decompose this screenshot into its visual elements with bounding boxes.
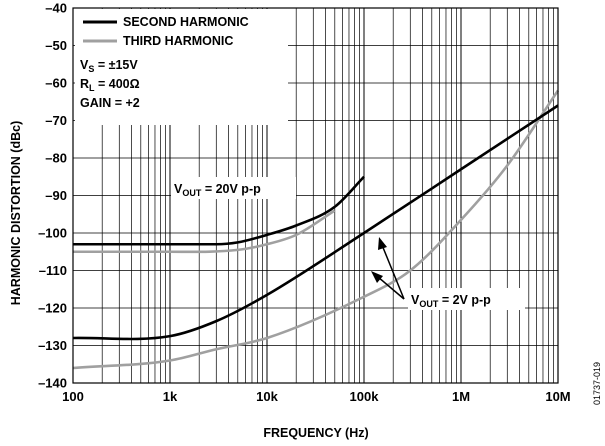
series-layer xyxy=(72,89,560,370)
annotation-vout-20: VOUT = 20V p-p xyxy=(171,177,296,199)
y-axis-ticks: –40 –50 –60 –70 –80 –90 –100 –110 –120 –130 –140 xyxy=(38,1,67,391)
y-tick-label: –80 xyxy=(45,151,67,166)
annotation-arrowhead-second xyxy=(378,237,387,250)
y-axis-label: HARMONIC DISTORTION (dBc) xyxy=(9,121,23,306)
series-line-second-2v xyxy=(72,104,559,341)
legend: SECOND HARMONIC THIRD HARMONIC VS = ±15V… xyxy=(75,9,288,125)
y-tick-label: –100 xyxy=(38,226,67,241)
legend-box xyxy=(75,9,288,125)
annotation-vout-2-text: VOUT = 2V p-p xyxy=(411,293,491,309)
x-tick-label: 10M xyxy=(545,389,570,404)
x-tick-label: 1M xyxy=(452,389,470,404)
annotation-arrow-third xyxy=(377,276,405,300)
x-axis-label: FREQUENCY (Hz) xyxy=(263,426,368,440)
annotation-arrow-second xyxy=(381,244,405,300)
plot-frame xyxy=(72,7,559,384)
annotation-arrowhead-third xyxy=(371,271,383,283)
y-tick-label: –90 xyxy=(45,188,67,203)
annotation-vout-20-text: VOUT = 20V p-p xyxy=(174,182,261,198)
annotation-vout-2: VOUT = 2V p-p xyxy=(371,237,525,310)
annotation-vout-20-bg xyxy=(171,177,296,199)
condition-rl: RL = 400Ω xyxy=(80,77,140,93)
y-tick-label: –40 xyxy=(45,1,67,16)
y-tick-label: –60 xyxy=(45,76,67,91)
y-tick-label: –120 xyxy=(38,301,67,316)
figure-id: 01737-019 xyxy=(592,362,602,405)
y-tick-label: –140 xyxy=(38,376,67,391)
legend-label-second: SECOND HARMONIC xyxy=(123,15,249,29)
x-tick-label: 100 xyxy=(62,389,84,404)
y-tick-label: –130 xyxy=(38,338,67,353)
series-line-second-20v xyxy=(73,175,365,246)
legend-label-third: THIRD HARMONIC xyxy=(123,34,233,48)
annotation-vout-2-bg xyxy=(408,288,525,310)
x-tick-label: 10k xyxy=(256,389,278,404)
x-tick-label: 1k xyxy=(163,389,178,404)
x-axis-ticks: 100 1k 10k 100k 1M 10M xyxy=(62,389,571,404)
x-tick-label: 100k xyxy=(350,389,380,404)
y-tick-label: –50 xyxy=(45,38,67,53)
y-tick-label: –110 xyxy=(39,263,67,278)
condition-vs: VS = ±15V xyxy=(80,58,138,74)
series-line-third-20v xyxy=(73,209,336,254)
y-tick-label: –70 xyxy=(45,113,67,128)
condition-gain: GAIN = +2 xyxy=(80,96,140,110)
series-line-third-2v xyxy=(72,89,560,370)
